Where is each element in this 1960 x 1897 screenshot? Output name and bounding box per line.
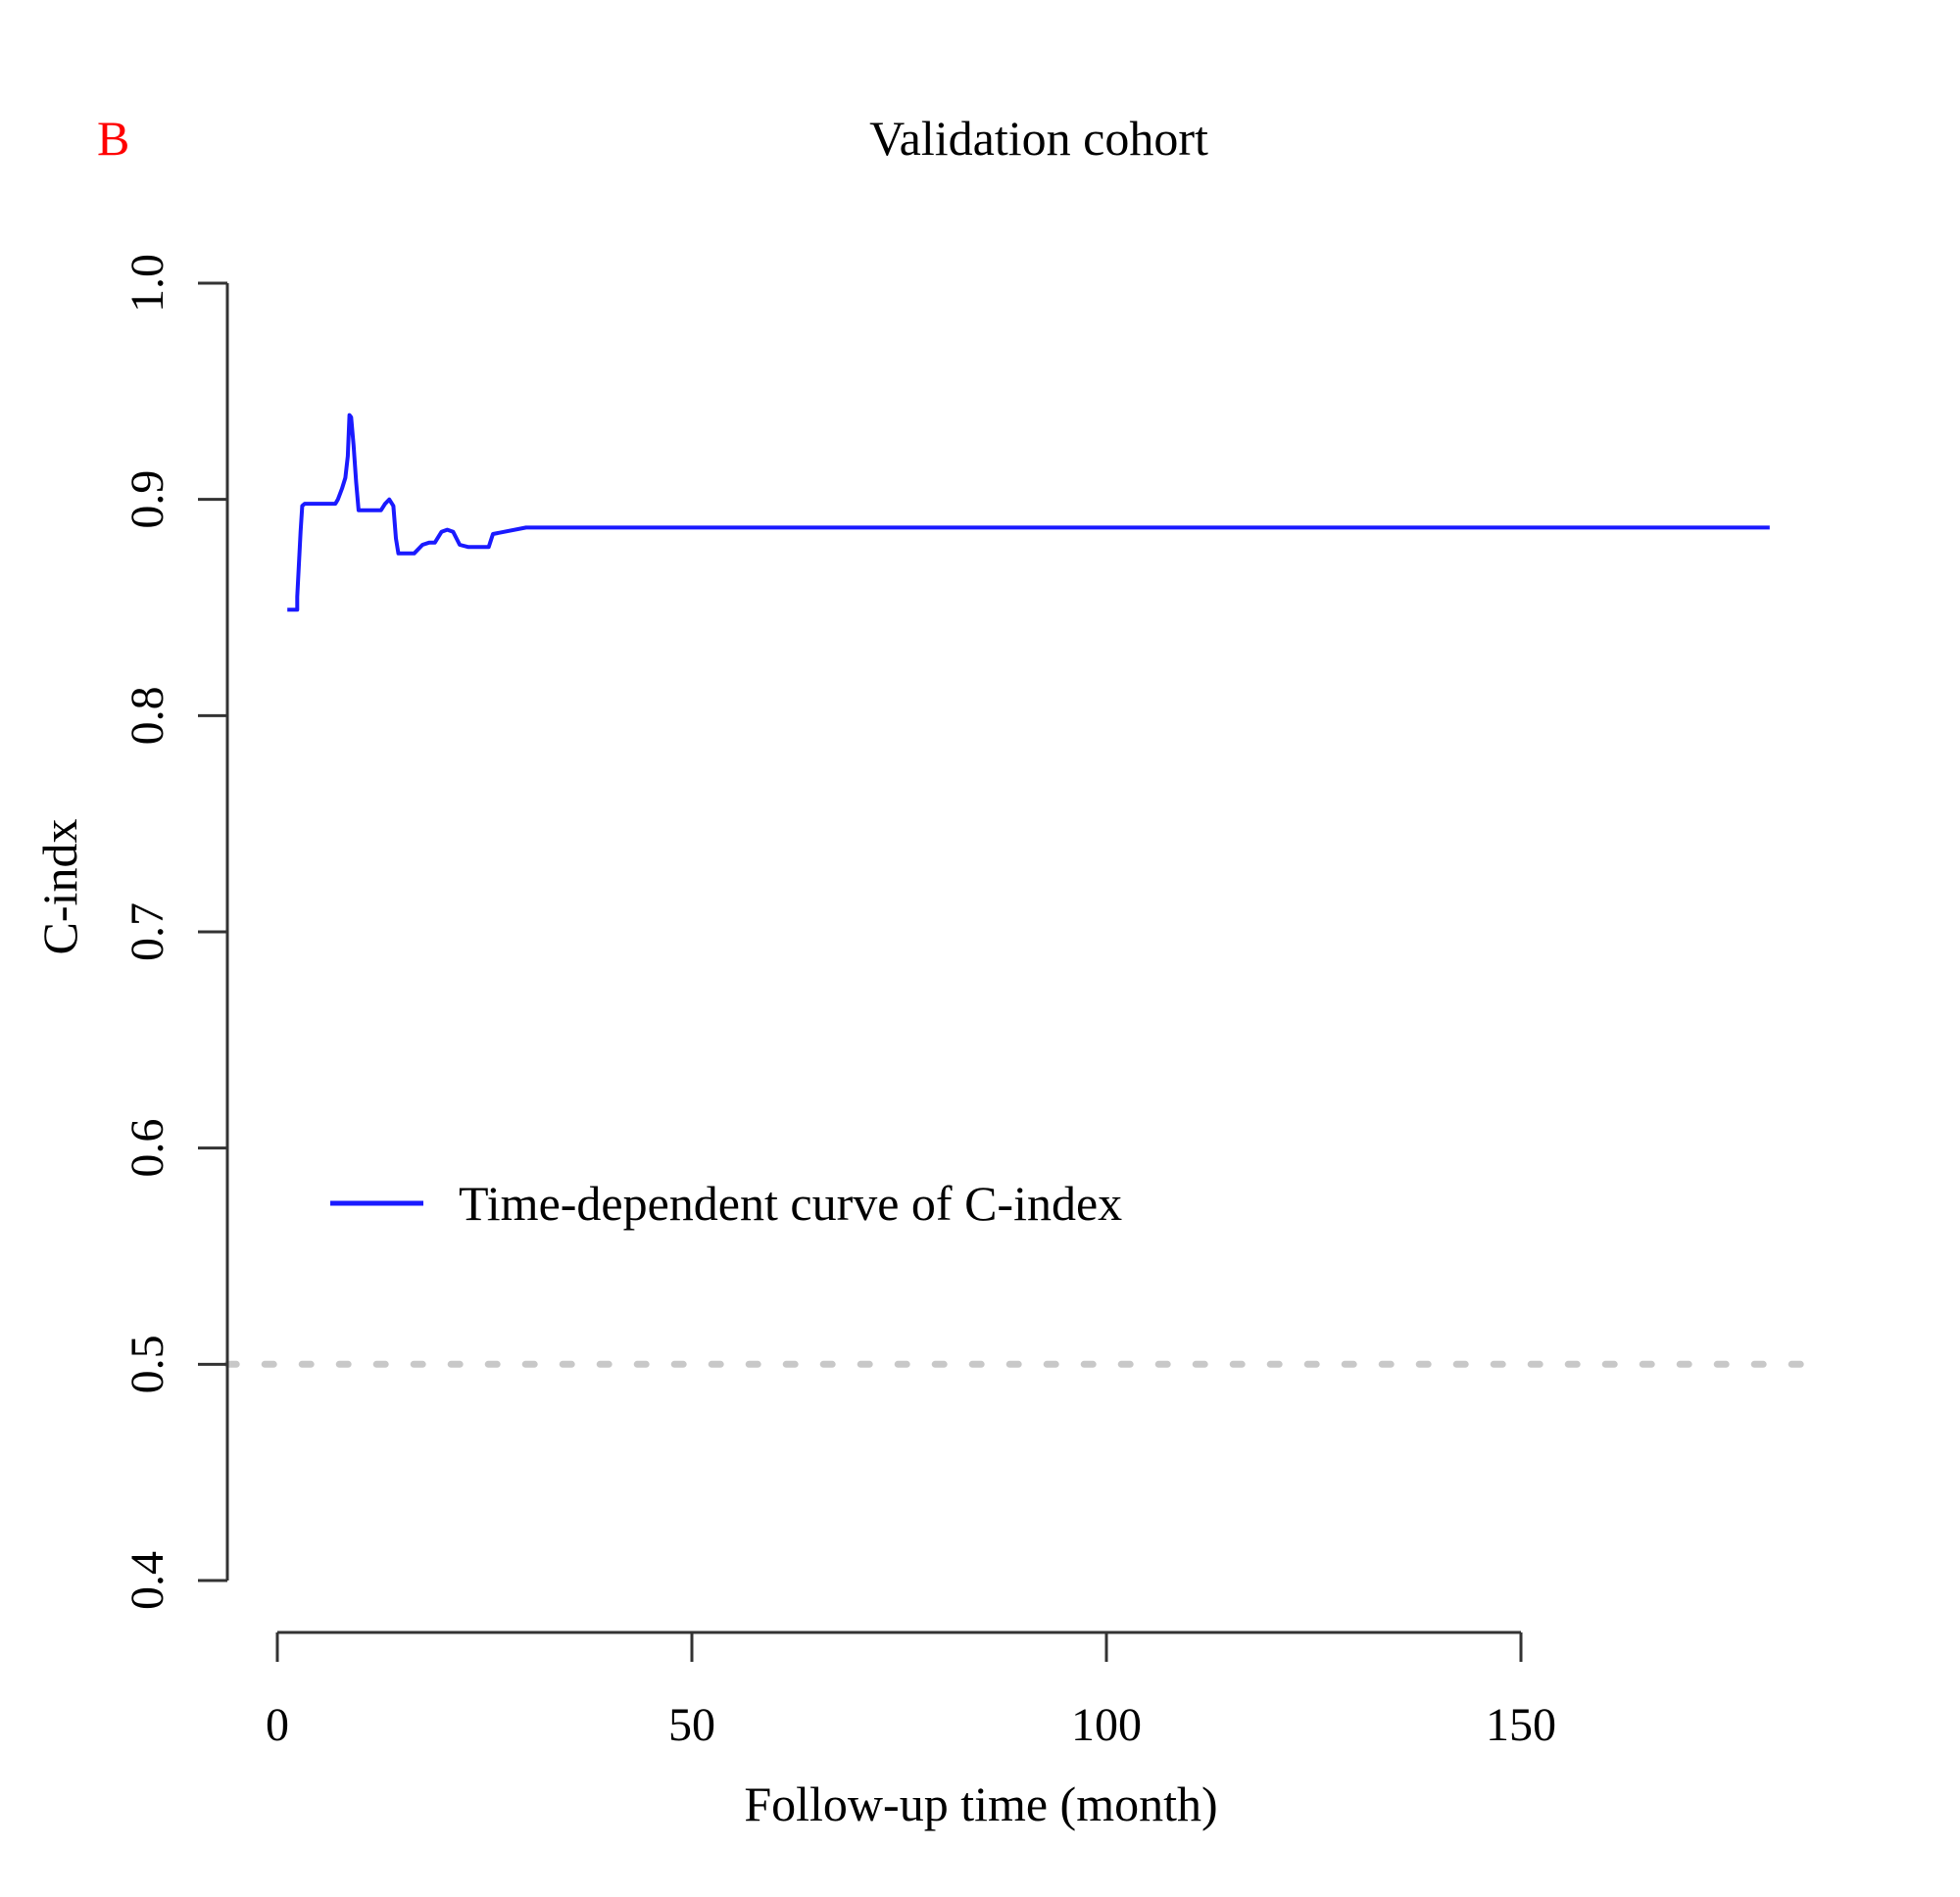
series-layer <box>287 413 1770 612</box>
chart-title: Validation cohort <box>869 111 1208 166</box>
y-axis-label: C-indx <box>32 819 87 955</box>
y-tick-label: 0.5 <box>122 1335 173 1393</box>
y-tick-label: 1.0 <box>122 254 173 313</box>
y-tick-label: 0.6 <box>122 1119 173 1178</box>
x-tick-label: 100 <box>1071 1699 1142 1751</box>
y-tick-label: 0.9 <box>122 470 173 529</box>
x-ticks: 0 50 100 150 <box>266 1632 1556 1751</box>
panel-letter: B <box>97 111 129 166</box>
x-tick-label: 0 <box>266 1699 289 1751</box>
series-line-c-index <box>287 413 1770 612</box>
x-tick-label: 50 <box>668 1699 715 1751</box>
legend-label: Time-dependent curve of C-index <box>459 1176 1122 1231</box>
legend: Time-dependent curve of C-index <box>330 1176 1122 1231</box>
x-tick-label: 150 <box>1486 1699 1556 1751</box>
y-tick-label: 0.7 <box>122 902 173 961</box>
y-tick-label: 0.8 <box>122 686 173 745</box>
y-ticks: 0.4 0.5 0.6 0.7 0.8 0.9 1.0 <box>122 254 227 1610</box>
y-tick-label: 0.4 <box>122 1551 173 1610</box>
x-axis-label: Follow-up time (month) <box>744 1776 1217 1831</box>
